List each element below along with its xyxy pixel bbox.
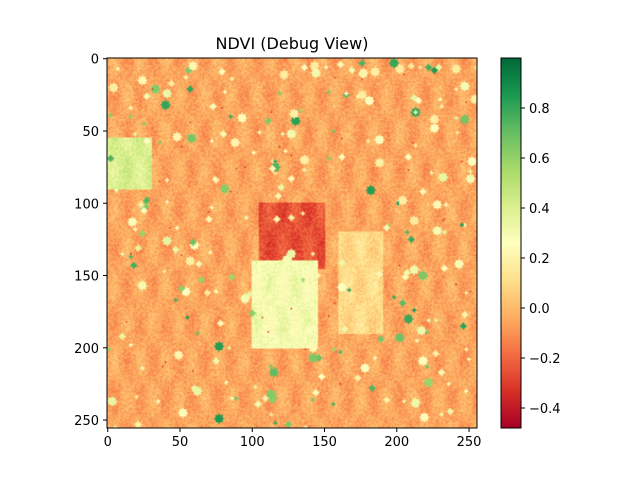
y-tick-label: 150 <box>74 270 99 285</box>
colorbar-tick-label: 0.6 <box>529 152 550 167</box>
x-tick-label: 50 <box>172 435 189 450</box>
y-tick-label: 50 <box>82 125 99 140</box>
colorbar-tick-label: 0.8 <box>529 102 550 117</box>
colorbar-tick-label: 0.4 <box>529 202 550 217</box>
colorbar-tick-label: 0.0 <box>529 302 550 317</box>
colorbar-axis: −0.4 −0.2 0.0 0.2 0.4 0.6 0.8 <box>521 102 561 417</box>
plot-frame <box>106 57 478 429</box>
x-tick-label: 100 <box>240 435 265 450</box>
colorbar-gradient <box>500 57 522 429</box>
x-axis: 0 50 100 150 200 250 <box>104 428 482 450</box>
y-tick-label: 0 <box>91 53 99 68</box>
x-tick-label: 0 <box>104 435 112 450</box>
colorbar-tick-label: −0.4 <box>529 402 561 417</box>
x-tick-label: 250 <box>457 435 482 450</box>
y-axis: 0 50 100 150 200 250 <box>74 53 107 429</box>
x-tick-label: 150 <box>312 435 337 450</box>
y-tick-label: 200 <box>74 342 99 357</box>
colorbar-tick-label: 0.2 <box>529 252 550 267</box>
x-tick-label: 200 <box>384 435 409 450</box>
y-tick-label: 100 <box>74 197 99 212</box>
y-tick-label: 250 <box>74 414 99 429</box>
colorbar-tick-label: −0.2 <box>529 352 561 367</box>
heatmap-image <box>107 58 477 428</box>
chart-title: NDVI (Debug View) <box>216 34 369 53</box>
colorbar: −0.4 −0.2 0.0 0.2 0.4 0.6 0.8 <box>500 57 561 429</box>
